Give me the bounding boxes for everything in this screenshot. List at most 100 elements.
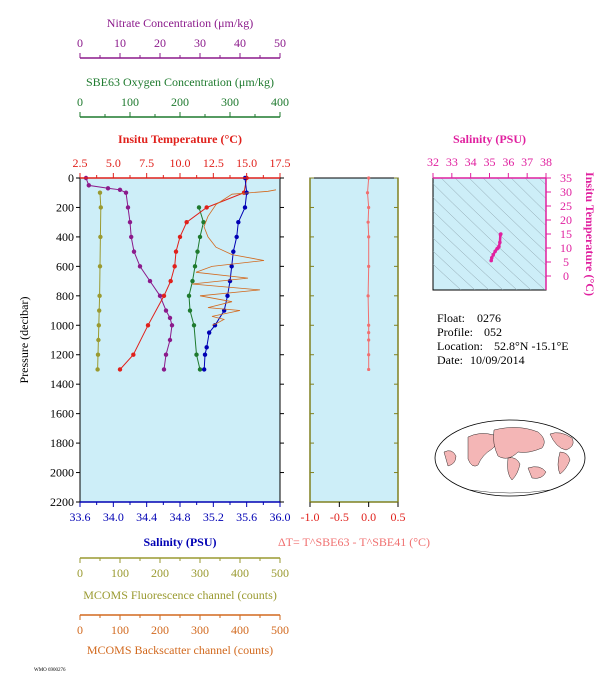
nitrate-point — [127, 219, 133, 225]
salinity-point — [201, 367, 207, 372]
salinity-tick-label: 34.8 — [170, 510, 191, 524]
delta-t-point — [367, 176, 371, 180]
float-label: Float: — [437, 311, 465, 325]
ts-ytick-label: 0 — [563, 269, 569, 283]
nitrate-tick-label: 50 — [274, 36, 286, 50]
ts-point — [497, 244, 501, 249]
fluorescence-point — [96, 337, 101, 343]
salinity-tick-label: 34.0 — [103, 510, 124, 524]
oxygen-point — [197, 367, 203, 372]
nitrate-tick-label: 10 — [114, 36, 126, 50]
delta-t-point — [365, 191, 370, 195]
fluorescence-axis-title: MCOMS Fluorescence channel (counts) — [83, 588, 277, 602]
ts-point — [489, 255, 494, 260]
backscatter-tick-label: 400 — [231, 623, 249, 637]
ts-xtick-label: 36 — [502, 155, 514, 169]
footer-code: WMO 6900276 — [34, 668, 66, 673]
delta-t-point — [367, 331, 371, 335]
nitrate-point — [167, 315, 173, 321]
temperature-point — [204, 205, 209, 210]
nitrate-point — [147, 278, 153, 284]
fluorescence-tick-label: 200 — [151, 566, 169, 580]
ts-contour — [524, 178, 546, 199]
oxygen-point — [196, 205, 202, 210]
temperature-point — [184, 219, 189, 225]
pressure-tick-label: 800 — [56, 289, 74, 303]
ts-xtick-label: 37 — [521, 155, 533, 169]
oxygen-point — [186, 293, 192, 299]
profile-label: Profile: — [437, 325, 473, 339]
nitrate-point — [131, 249, 137, 254]
ts-ytick-label: 25 — [560, 199, 572, 213]
delta-t-axes: -1.0 -0.5 0.0 0.5 ΔT= T^SBE63 - T^SBE41 (°C) — [278, 177, 430, 549]
salinity-axis-title: Salinity (PSU) — [143, 535, 216, 549]
fluorescence-point — [97, 293, 102, 299]
ts-contour — [433, 197, 532, 290]
delta-t-point — [367, 323, 371, 327]
ts-ytick-label: 20 — [560, 213, 572, 227]
float-value: 0276 — [477, 311, 501, 325]
nitrate-point — [117, 187, 123, 192]
temperature-tick-label: 7.5 — [139, 156, 154, 170]
temperature-point — [145, 323, 151, 328]
ts-ytick-label: 15 — [560, 227, 572, 241]
nitrate-tick-label: 40 — [234, 36, 246, 50]
salinity-tick-label: 36.0 — [270, 510, 291, 524]
ts-ylabel: Insitu Temperature (°C) — [583, 172, 597, 296]
fluorescence-point — [98, 205, 104, 210]
salinity-point — [229, 264, 234, 269]
ts-contour — [433, 183, 546, 290]
nitrate-tick-label: 0 — [77, 36, 83, 50]
pressure-tick-label: 1400 — [50, 377, 74, 391]
delta-t-point — [366, 220, 370, 224]
location-label: Location: — [437, 339, 483, 353]
temperature-tick-label: 5.0 — [106, 156, 121, 170]
delta-t-point — [367, 338, 371, 342]
temperature-point — [161, 293, 167, 299]
delta-t-point — [367, 205, 371, 210]
fluorescence-point — [95, 367, 100, 372]
fluorescence-line — [97, 192, 102, 370]
delta-t-point — [367, 264, 371, 268]
pressure-tick-label: 400 — [56, 230, 74, 244]
nitrate-point — [129, 234, 134, 240]
date-label: Date: — [437, 353, 463, 367]
temperature-tick-label: 15.0 — [236, 156, 257, 170]
nitrate-point — [167, 337, 173, 343]
ts-contour — [468, 178, 546, 253]
fluorescence-point — [95, 352, 101, 357]
fluorescence-tick-label: 100 — [111, 566, 129, 580]
ts-contour — [433, 224, 504, 290]
salinity-tick-label: 35.2 — [203, 510, 224, 524]
oxygen-axis-title: SBE63 Oxygen Concentration (μm/kg) — [86, 75, 274, 89]
nitrate-axis-title: Nitrate Concentration (μm/kg) — [107, 16, 253, 30]
ts-contour — [496, 178, 546, 227]
delta-t-axis-title: ΔT= T^SBE63 - T^SBE41 (°C) — [278, 535, 430, 549]
temperature-tick-label: 17.5 — [270, 156, 291, 170]
location-globe-map — [434, 419, 586, 497]
salinity-point — [204, 345, 209, 350]
main-panel-background — [79, 177, 281, 503]
profile-value: 052 — [484, 325, 502, 339]
temperature-point — [117, 367, 123, 372]
fluorescence-point — [98, 234, 103, 240]
salinity-point — [234, 234, 239, 240]
fluorescence-tick-label: 300 — [191, 566, 209, 580]
oxygen-point — [190, 278, 195, 284]
ts-xtick-label: 32 — [427, 155, 439, 169]
ts-point — [498, 240, 502, 245]
ts-contour — [454, 178, 546, 266]
delta-t-marks — [365, 176, 371, 372]
salinity-point — [206, 330, 212, 335]
oxygen-point — [194, 352, 199, 357]
oxygen-point — [201, 219, 206, 225]
temperature-axis-title: Insitu Temperature (°C) — [118, 132, 242, 146]
oxygen-tick-label: 200 — [171, 95, 189, 109]
backscatter-tick-label: 0 — [77, 623, 83, 637]
ts-marks — [489, 232, 503, 263]
delta-t-tick-label: -1.0 — [301, 510, 320, 524]
ts-contour — [433, 237, 490, 290]
nitrate-point — [137, 264, 143, 269]
